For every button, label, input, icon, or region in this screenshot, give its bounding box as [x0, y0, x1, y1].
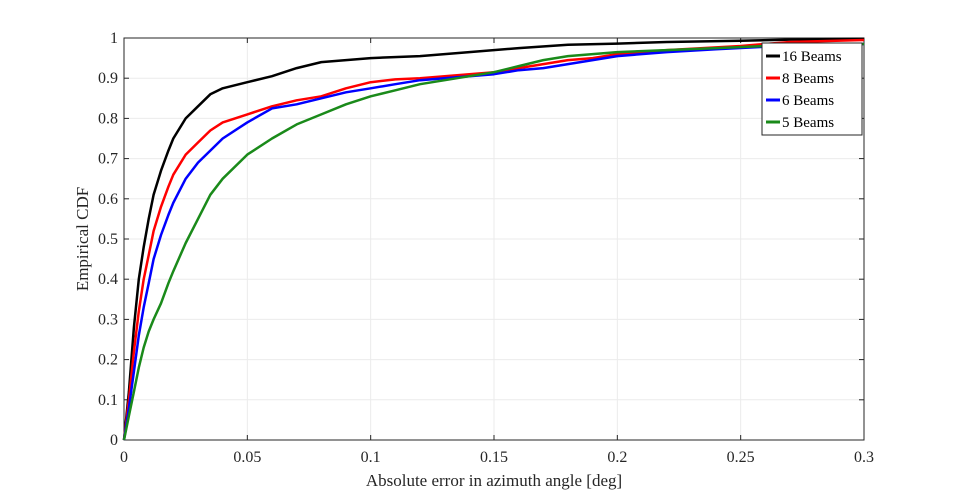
y-tick-label: 0.2 [98, 352, 118, 369]
x-tick-label: 0.1 [361, 449, 381, 466]
y-tick-label: 1 [110, 30, 118, 47]
y-tick-label: 0.3 [98, 311, 118, 328]
x-tick-label: 0.25 [727, 449, 755, 466]
series-lines [122, 37, 865, 441]
x-tick-label: 0.3 [854, 449, 874, 466]
series-line-16-beams [122, 37, 865, 441]
legend-label-5-beams: 5 Beams [782, 115, 834, 131]
legend: 16 Beams 8 Beams 6 Beams 5 Beams [761, 42, 863, 136]
y-tick-label: 0.6 [98, 191, 118, 208]
x-tick-label: 0 [120, 449, 128, 466]
y-axis: 0 0.1 0.2 0.3 0.4 0.5 0.6 0.7 0.8 0.9 1 [98, 30, 864, 449]
x-axis-title: Absolute error in azimuth angle [deg] [366, 471, 622, 490]
y-tick-label: 0.4 [98, 271, 118, 288]
y-tick-label: 0.1 [98, 392, 118, 409]
y-tick-label: 0.9 [98, 70, 118, 87]
legend-box [761, 42, 863, 136]
legend-label-6-beams: 6 Beams [782, 93, 834, 109]
y-axis-title: Empirical CDF [73, 187, 92, 291]
y-tick-label: 0.7 [98, 151, 118, 168]
y-tick-label: 0.8 [98, 110, 118, 127]
y-tick-label: 0 [110, 432, 118, 449]
y-tick-label: 0.5 [98, 231, 118, 248]
legend-label-16-beams: 16 Beams [782, 49, 842, 65]
series-line-8-beams [122, 38, 865, 441]
x-tick-label: 0.05 [233, 449, 261, 466]
series-line-6-beams [122, 42, 865, 441]
x-tick-label: 0.2 [607, 449, 627, 466]
legend-label-8-beams: 8 Beams [782, 71, 834, 87]
x-tick-label: 0.15 [480, 449, 508, 466]
series-line-5-beams [122, 42, 865, 441]
